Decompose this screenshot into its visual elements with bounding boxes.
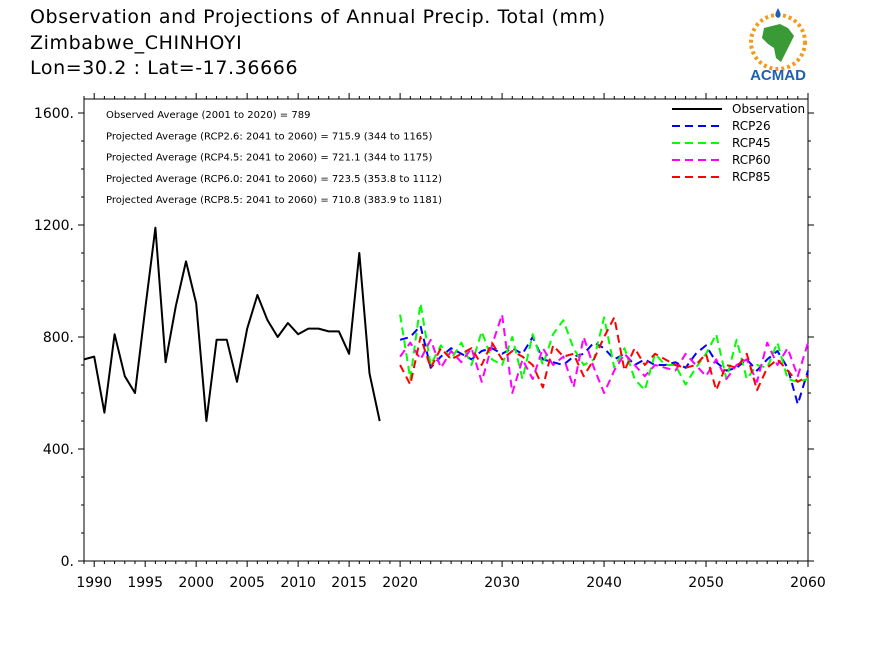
series-line-observation <box>83 226 381 422</box>
station-coordinates: Lon=30.2 : Lat=-17.36666 <box>30 57 299 79</box>
x-tick-label: 2000 <box>178 575 214 591</box>
logo-text: ACMAD <box>750 67 806 84</box>
x-tick-label: 2030 <box>484 575 520 591</box>
y-tick-label: 1600. <box>34 106 74 122</box>
x-tick-label: 2050 <box>688 575 724 591</box>
africa-map-icon <box>749 8 807 71</box>
x-tick-label: 1995 <box>127 575 163 591</box>
y-tick-label: 400. <box>43 442 74 458</box>
series-layer <box>83 226 809 422</box>
legend: Observation RCP26 RCP45 RCP60 RCP85 <box>672 102 805 184</box>
annotation-line: Projected Average (RCP2.6: 2041 to 2060)… <box>106 131 433 142</box>
annotation-line: Observed Average (2001 to 2020) = 789 <box>106 110 310 121</box>
annotation-block: Observed Average (2001 to 2020) = 789 Pro… <box>106 110 442 206</box>
legend-label: RCP26 <box>732 119 771 133</box>
x-tick-label: 2020 <box>382 575 418 591</box>
legend-label: Observation <box>732 102 805 116</box>
chart-title: Observation and Projections of Annual Pr… <box>30 6 606 28</box>
series-line-rcp45 <box>399 302 809 392</box>
annotation-line: Projected Average (RCP6.0: 2041 to 2060)… <box>106 174 442 185</box>
series-line-rcp85 <box>399 316 809 392</box>
x-tick-label: 2010 <box>280 575 316 591</box>
x-tick-label: 1990 <box>76 575 112 591</box>
series-line-rcp60 <box>399 313 809 394</box>
axes: 0. 400. 800. 1200. 1600. 1990 1995 2000 2005 2010… <box>34 93 826 591</box>
y-tick-label: 800. <box>43 330 74 346</box>
x-tick-label: 2040 <box>586 575 622 591</box>
legend-label: RCP85 <box>732 170 771 184</box>
annotation-line: Projected Average (RCP8.5: 2041 to 2060)… <box>106 195 442 206</box>
acmad-logo: ACMAD <box>749 8 807 84</box>
y-tick-label: 0. <box>61 554 74 570</box>
x-tick-label: 2060 <box>790 575 826 591</box>
series-line-rcp26 <box>399 324 809 406</box>
x-tick-label: 2015 <box>331 575 367 591</box>
station-name: Zimbabwe_CHINHOYI <box>30 32 243 54</box>
legend-label: RCP45 <box>732 136 771 150</box>
annotation-line: Projected Average (RCP4.5: 2041 to 2060)… <box>106 153 433 164</box>
legend-label: RCP60 <box>732 153 771 167</box>
x-tick-label: 2005 <box>229 575 265 591</box>
plot-frame <box>83 98 809 562</box>
y-tick-label: 1200. <box>34 218 74 234</box>
